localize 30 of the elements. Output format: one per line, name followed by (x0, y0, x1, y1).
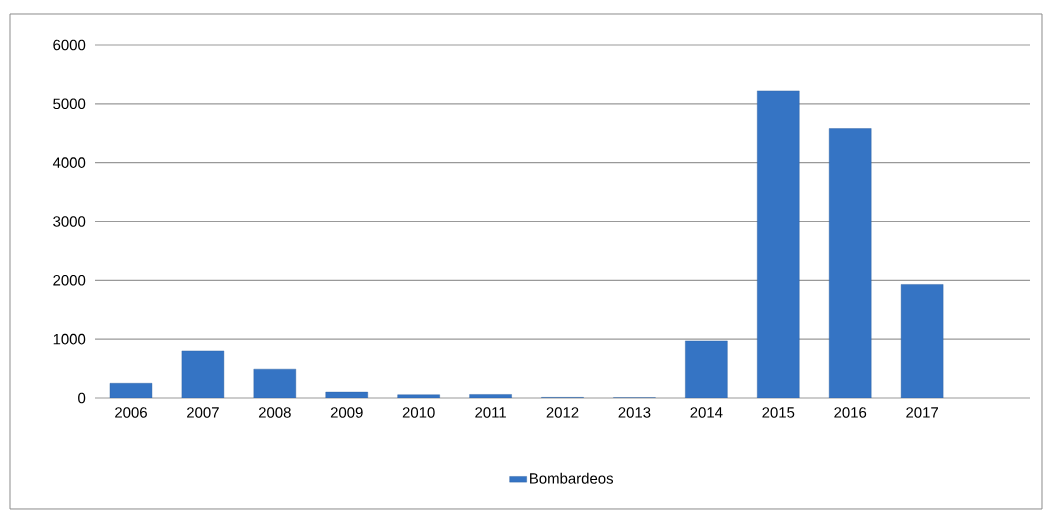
bar (685, 340, 728, 398)
x-tick-label: 2011 (475, 407, 506, 418)
bar (181, 350, 225, 398)
y-tick-label: 2000 (53, 275, 86, 286)
bar (109, 383, 153, 398)
x-tick-label: 2007 (187, 407, 219, 418)
x-tick-label: 2015 (762, 407, 795, 418)
bar (325, 391, 368, 398)
x-tick-label: 2013 (618, 407, 651, 418)
x-tick-label: 2014 (690, 407, 723, 418)
x-tick-label: 2017 (906, 407, 938, 418)
y-tick-label: 5000 (53, 98, 86, 110)
y-tick-label: 3000 (53, 216, 86, 227)
y-tick-label: 4000 (52, 157, 86, 168)
bar (397, 394, 440, 398)
x-tick-label: 2012 (546, 407, 579, 418)
bar (757, 90, 800, 398)
x-tick-label: 2016 (834, 407, 867, 418)
bar (900, 284, 944, 398)
x-tick-label: 2010 (402, 407, 435, 418)
y-tick-label: 6000 (53, 39, 86, 51)
y-tick-label: 1000 (53, 333, 86, 345)
bar (829, 128, 872, 398)
y-tick-label: 0 (78, 392, 86, 404)
bar (253, 368, 297, 398)
x-tick-label: 2008 (258, 407, 291, 418)
bar (469, 394, 512, 398)
legend-label: Bombardeos (530, 472, 614, 484)
x-tick-label: 2006 (115, 407, 147, 418)
x-tick-label: 2009 (330, 407, 363, 418)
